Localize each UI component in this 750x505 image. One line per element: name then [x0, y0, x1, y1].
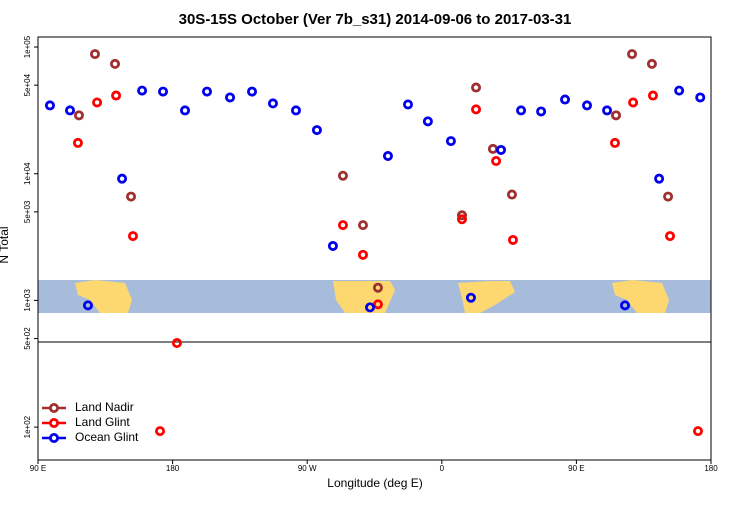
x-tick-label: 0: [440, 464, 445, 473]
point: [311, 125, 322, 136]
point: [357, 249, 368, 260]
point: [516, 105, 527, 116]
point: [290, 105, 301, 116]
legend-label: Land Nadir: [75, 400, 134, 414]
legend-marker: [49, 417, 60, 428]
point: [72, 137, 83, 148]
point: [327, 240, 338, 251]
point: [357, 220, 368, 231]
point: [620, 300, 631, 311]
point: [646, 58, 657, 69]
point: [180, 105, 191, 116]
point: [647, 90, 658, 101]
point: [445, 136, 456, 147]
x-tick-label: 90 E: [30, 464, 46, 473]
point: [422, 116, 433, 127]
point: [627, 49, 638, 60]
x-tick-label: 180: [166, 464, 180, 473]
point: [92, 97, 103, 108]
point: [663, 191, 674, 202]
point: [403, 99, 414, 110]
point: [491, 156, 502, 167]
point: [496, 144, 507, 155]
legend-label: Land Glint: [75, 415, 130, 429]
point: [44, 100, 55, 111]
x-tick-label: 90 E: [568, 464, 584, 473]
point: [456, 214, 467, 225]
plot-frame: [37, 36, 712, 461]
point: [487, 143, 498, 154]
point: [536, 106, 547, 117]
legend-label: Ocean Glint: [75, 430, 139, 444]
point: [111, 90, 122, 101]
point: [117, 173, 128, 184]
point: [201, 86, 212, 97]
x-tick-label: 90 W: [298, 464, 317, 473]
point: [372, 282, 383, 293]
point: [471, 82, 482, 93]
point: [137, 85, 148, 96]
point: [337, 220, 348, 231]
point: [471, 104, 482, 115]
point: [158, 86, 169, 97]
point: [171, 338, 182, 349]
y-tick-label: 5e+02: [23, 327, 32, 350]
point: [560, 94, 571, 105]
y-tick-label: 5e+03: [23, 200, 32, 223]
point: [382, 151, 393, 162]
point: [267, 98, 278, 109]
point: [507, 234, 518, 245]
point: [611, 110, 622, 121]
point: [674, 85, 685, 96]
y-tick-label: 1e+02: [23, 415, 32, 438]
point: [665, 231, 676, 242]
point: [609, 137, 620, 148]
point: [506, 189, 517, 200]
point: [628, 97, 639, 108]
point: [82, 300, 93, 311]
point: [372, 299, 383, 310]
point: [365, 302, 376, 313]
point: [155, 426, 166, 437]
point: [695, 92, 706, 103]
point: [456, 210, 467, 221]
point: [89, 49, 100, 60]
y-tick-label: 5e+04: [23, 73, 32, 96]
point: [654, 173, 665, 184]
y-axis-label: N Total: [0, 226, 11, 263]
point: [692, 426, 703, 437]
point: [247, 86, 258, 97]
y-tick-label: 1e+03: [23, 289, 32, 312]
legend-marker: [49, 402, 60, 413]
point: [582, 100, 593, 111]
x-tick-label: 180: [704, 464, 718, 473]
point: [225, 92, 236, 103]
chart-title: 30S-15S October (Ver 7b_s31) 2014-09-06 …: [179, 11, 572, 28]
point: [602, 105, 613, 116]
point: [126, 191, 137, 202]
x-axis-label: Longitude (deg E): [327, 476, 422, 490]
point: [465, 292, 476, 303]
y-tick-label: 1e+05: [23, 35, 32, 58]
legend-marker: [49, 432, 60, 443]
y-tick-label: 1e+04: [23, 162, 32, 185]
point: [127, 231, 138, 242]
point: [65, 105, 76, 116]
point: [110, 58, 121, 69]
point: [337, 170, 348, 181]
point: [73, 110, 84, 121]
